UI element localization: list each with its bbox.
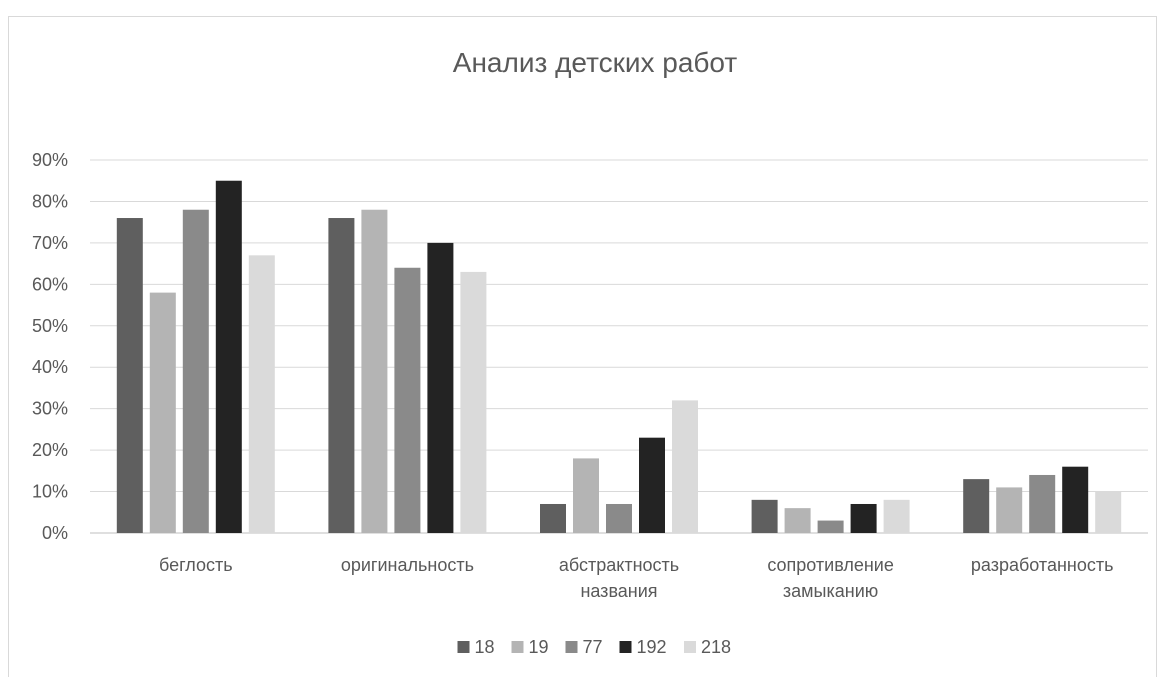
x-tick-label: сопротивление xyxy=(767,555,894,575)
y-tick-label: 0% xyxy=(42,523,68,543)
x-tick-label: оригинальность xyxy=(341,555,474,575)
x-tick-label: абстрактность xyxy=(559,555,679,575)
chart-frame xyxy=(8,16,1157,677)
bar xyxy=(328,218,355,533)
bar xyxy=(1029,474,1056,533)
bar xyxy=(817,520,844,533)
bar xyxy=(427,242,454,533)
legend-label: 77 xyxy=(583,637,603,657)
y-tick-label: 60% xyxy=(32,274,68,294)
y-tick-label: 40% xyxy=(32,357,68,377)
legend-swatch xyxy=(511,641,524,653)
bar xyxy=(149,292,176,533)
legend-swatch xyxy=(565,641,578,653)
y-tick-label: 50% xyxy=(32,316,68,336)
bar xyxy=(751,499,778,533)
bar xyxy=(540,503,566,533)
legend-label: 218 xyxy=(701,637,731,657)
legend-swatch xyxy=(619,641,632,653)
bar xyxy=(1095,491,1122,533)
bar xyxy=(1062,466,1089,533)
legend-swatch xyxy=(457,641,470,653)
legend: 18 19 77 192 218 xyxy=(457,637,731,657)
bar xyxy=(606,503,632,533)
y-tick-label: 10% xyxy=(32,482,68,502)
chart-title: Анализ детских работ xyxy=(453,47,738,78)
bar xyxy=(639,437,665,533)
y-axis: 0% 10% 20% 30% 40% 50% 60% 70% 80% 90% xyxy=(32,150,68,543)
bar xyxy=(460,271,487,533)
bar xyxy=(116,218,143,533)
legend-label: 18 xyxy=(475,637,495,657)
bar xyxy=(883,499,910,533)
bar xyxy=(361,209,388,533)
bar xyxy=(248,255,275,534)
bars xyxy=(116,180,1122,534)
bar xyxy=(573,458,599,533)
bar xyxy=(996,487,1023,533)
legend-label: 192 xyxy=(637,637,667,657)
bar xyxy=(672,400,698,533)
x-tick-label: замыканию xyxy=(783,581,878,601)
legend-swatch xyxy=(684,641,696,653)
x-axis: беглость оригинальность абстрактность назва… xyxy=(159,555,1114,601)
y-tick-label: 30% xyxy=(32,399,68,419)
bar xyxy=(850,503,877,533)
bar xyxy=(215,180,242,533)
legend-label: 19 xyxy=(529,637,549,657)
y-tick-label: 20% xyxy=(32,440,68,460)
x-tick-label: названия xyxy=(580,581,657,601)
bar xyxy=(784,508,811,533)
x-tick-label: беглость xyxy=(159,555,233,575)
bar xyxy=(963,479,990,533)
bar xyxy=(394,267,421,533)
x-tick-label: разработанность xyxy=(971,555,1114,575)
y-tick-label: 80% xyxy=(32,191,68,211)
gridlines xyxy=(90,159,1148,534)
y-tick-label: 90% xyxy=(32,150,68,170)
bar xyxy=(182,209,209,533)
y-tick-label: 70% xyxy=(32,233,68,253)
